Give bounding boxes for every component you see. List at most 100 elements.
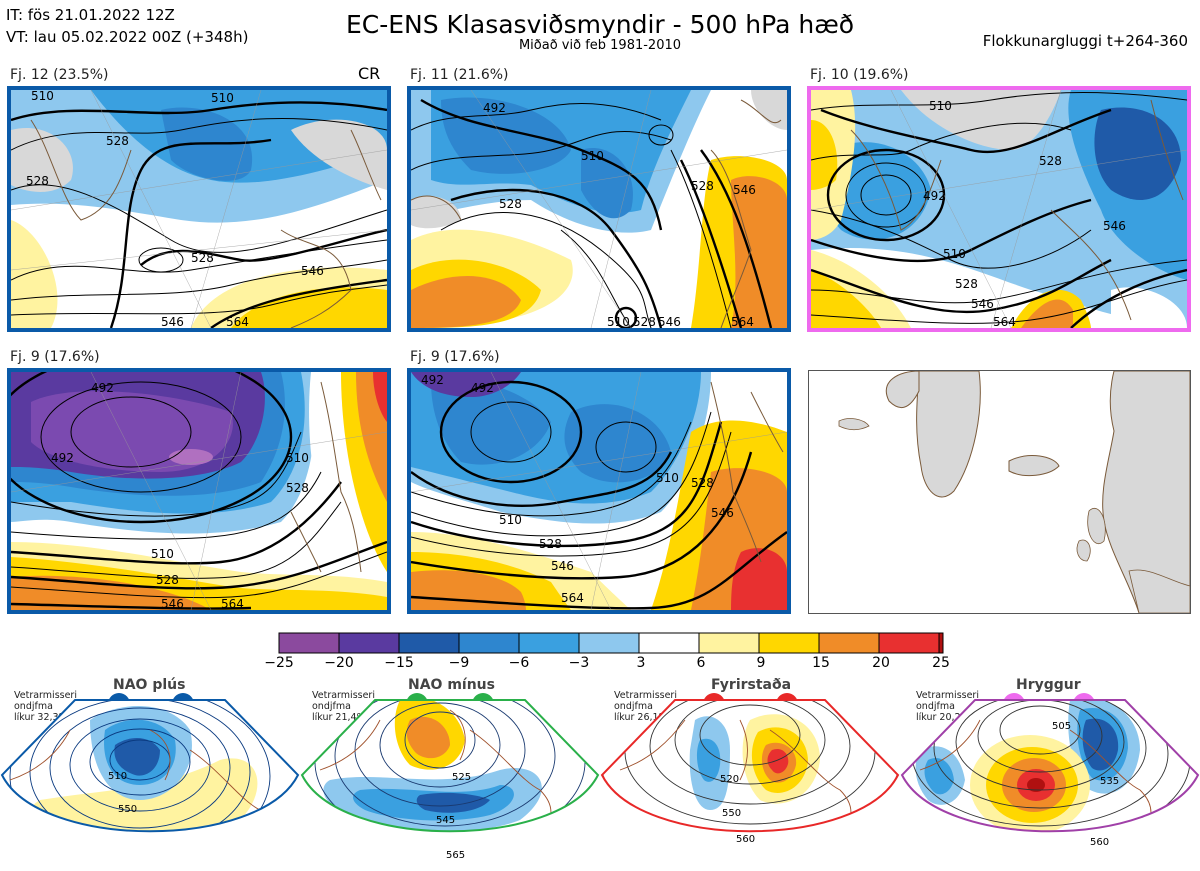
regime-info-line: Vetrarmisseri — [312, 690, 375, 701]
contour-label: 560 — [1090, 837, 1109, 848]
colorbar-swatch-6 — [578, 632, 640, 654]
header-times: IT: fös 21.01.2022 12Z VT: lau 05.02.202… — [6, 4, 248, 48]
colorbar-label: 25 — [932, 655, 950, 671]
contour-label: 528 — [106, 134, 129, 148]
contour-label: 546 — [161, 597, 184, 610]
colorbar-swatch-8 — [698, 632, 760, 654]
regime-info-line: ondjfma — [614, 701, 653, 712]
contour-label: 546 — [551, 559, 574, 573]
contour-label: 492 — [91, 381, 114, 395]
map-panel-3: 510 492 510 528 528 546 546 564 — [807, 86, 1191, 332]
contour-label: 535 — [1100, 776, 1119, 787]
colorbar-label: 6 — [696, 655, 706, 671]
map-panel-5: 492 492 510 510 528 528 546 546 564 — [407, 368, 791, 614]
contour-label: 545 — [436, 815, 455, 826]
contour-label: 546 — [1103, 219, 1126, 233]
contour-label: 550 — [722, 808, 741, 819]
panel-1-tag: CR — [358, 64, 381, 83]
regime-3-map: 520 550 560 — [600, 699, 900, 845]
regime-4-name: Hryggur — [1016, 677, 1081, 693]
contour-label: 505 — [1052, 721, 1071, 732]
contour-label: 510 — [607, 315, 630, 328]
contour-label: 528 — [691, 476, 714, 490]
colorbar-label: −20 — [324, 655, 354, 671]
contour-label: 546 — [733, 183, 756, 197]
colorbar-label: 9 — [756, 655, 766, 671]
regime-info-line: ondjfma — [14, 701, 53, 712]
contour-label: 546 — [971, 297, 994, 311]
colorbar-label: 20 — [872, 655, 890, 671]
map-panel-2-svg: 492 510 528 528 546 546 564 510 528 — [411, 90, 787, 328]
colorbar-label: −25 — [264, 655, 294, 671]
map-panel-3-svg: 510 492 510 528 528 546 546 564 — [811, 90, 1187, 328]
contour-label: 550 — [118, 804, 137, 815]
regime-info-line: líkur 20,2% — [916, 712, 970, 723]
regime-2-info: Vetrarmisseri ondjfma líkur 21,4% — [312, 690, 375, 723]
regime-info-line: ondjfma — [312, 701, 351, 712]
contour-label: 528 — [499, 197, 522, 211]
contour-label: 510 — [656, 471, 679, 485]
contour-label: 492 — [421, 373, 444, 387]
regime-2-name: NAO mínus — [408, 677, 495, 693]
regime-info-line: Vetrarmisseri — [614, 690, 677, 701]
contour-label: 510 — [943, 247, 966, 261]
colorbar-swatch-12 — [938, 632, 944, 654]
colorbar-swatch-10 — [818, 632, 880, 654]
contour-label: 528 — [691, 179, 714, 193]
contour-label: 528 — [1039, 154, 1062, 168]
contour-label: 510 — [151, 547, 174, 561]
contour-label: 510 — [581, 149, 604, 163]
colorbar-swatch-11 — [878, 632, 940, 654]
contour-label: 528 — [955, 277, 978, 291]
contour-label: 510 — [499, 513, 522, 527]
page-title: EC-ENS Klasasviðsmyndir - 500 hPa hæð — [345, 10, 855, 39]
regime-1-info: Vetrarmisseri ondjfma líkur 32,3% — [14, 690, 77, 723]
contour-label: 528 — [286, 481, 309, 495]
contour-label: 492 — [51, 451, 74, 465]
contour-label: 510 — [108, 771, 127, 782]
contour-label: 528 — [633, 315, 656, 328]
contour-label: 525 — [452, 772, 471, 783]
contour-label: 528 — [26, 174, 49, 188]
regime-info-line: líkur 32,3% — [14, 712, 68, 723]
contour-label: 546 — [658, 315, 681, 328]
contour-label: 565 — [446, 850, 465, 861]
contour-label: 564 — [221, 597, 244, 610]
regime-3-name: Fyrirstaða — [711, 677, 792, 693]
colorbar-swatch-9 — [758, 632, 820, 654]
classification-window: Flokkunargluggi t+264-360 — [982, 32, 1188, 50]
contour-label: 546 — [161, 315, 184, 328]
colorbar-swatch-3 — [398, 632, 460, 654]
regime-info-line: líkur 26,1% — [614, 712, 668, 723]
page-subtitle: Miðað við feb 1981-2010 — [518, 38, 682, 53]
map-panel-4: 492 492 510 510 528 528 546 564 — [7, 368, 391, 614]
contour-label: 520 — [720, 774, 739, 785]
map-panel-1: 510 528 528 546 546 564 528 510 — [7, 86, 391, 332]
regime-1-map: 510 550 — [0, 699, 300, 833]
regime-1-name: NAO plús — [113, 677, 186, 693]
regime-info-line: ondjfma — [916, 701, 955, 712]
regime-info-line: Vetrarmisseri — [14, 690, 77, 701]
contour-label: 492 — [923, 189, 946, 203]
regime-info-line: líkur 21,4% — [312, 712, 366, 723]
contour-label: 510 — [211, 91, 234, 105]
contour-label: 560 — [736, 834, 755, 845]
contour-label: 510 — [286, 451, 309, 465]
contour-label: 528 — [539, 537, 562, 551]
colorbar-swatch-4 — [458, 632, 520, 654]
regime-4-info: Vetrarmisseri ondjfma líkur 20,2% — [916, 690, 979, 723]
contour-label: 564 — [993, 315, 1016, 328]
regime-2-map: 525 545 565 — [300, 699, 600, 861]
contour-label: 528 — [156, 573, 179, 587]
map-panel-1-svg: 510 528 528 546 546 564 528 510 — [11, 90, 387, 328]
map-panel-2: 492 510 528 528 546 546 564 510 528 — [407, 86, 791, 332]
panel-2-title: Fj. 11 (21.6%) — [410, 67, 509, 83]
colorbar-label: −15 — [384, 655, 414, 671]
contour-label: 564 — [731, 315, 754, 328]
colorbar-swatch-7 — [638, 632, 700, 654]
contour-label: 564 — [226, 315, 249, 328]
regime-3-info: Vetrarmisseri ondjfma líkur 26,1% — [614, 690, 677, 723]
colorbar-label: −3 — [568, 655, 590, 671]
regime-4-map: 505 535 560 — [900, 699, 1200, 848]
colorbar-label: 15 — [812, 655, 830, 671]
